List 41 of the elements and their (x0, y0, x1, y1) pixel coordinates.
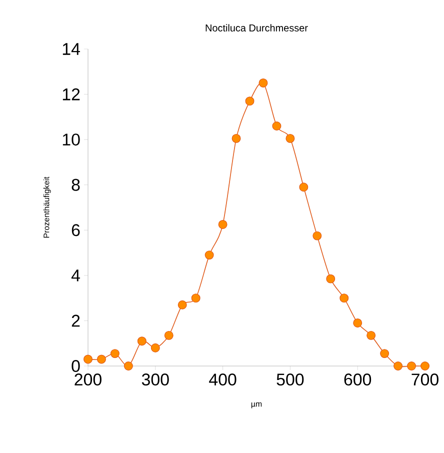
point (272, 122, 282, 130)
point (299, 182, 308, 192)
point (124, 362, 133, 370)
point (137, 336, 146, 346)
point (204, 250, 214, 260)
point (96, 354, 106, 364)
point (84, 354, 92, 364)
y-tick-label: 14 (62, 43, 80, 55)
point (150, 343, 160, 352)
y-tick-label: 0 (72, 360, 80, 372)
x-tick-label: 700 (412, 374, 438, 386)
point (407, 362, 416, 370)
y-tick-label: 8 (72, 178, 80, 191)
x-tick-label: 300 (142, 374, 169, 386)
point (178, 300, 187, 310)
y-tick-label: 10 (62, 134, 80, 146)
x-tick-label: 500 (276, 374, 304, 386)
point (366, 330, 376, 340)
point (245, 96, 254, 106)
y-tick-label: 4 (71, 270, 80, 282)
x-tick-label: 600 (344, 374, 372, 386)
point (394, 362, 403, 370)
point (312, 231, 322, 240)
x-tick-label: 200 (74, 374, 102, 386)
point (110, 349, 120, 358)
point (191, 294, 200, 303)
point (380, 349, 390, 358)
point (340, 294, 349, 303)
point (232, 134, 241, 143)
point (326, 274, 336, 284)
y-tick-label: 12 (62, 88, 80, 100)
point (353, 318, 362, 328)
point (258, 78, 268, 88)
chart-title: Noctiluca Durchmesser (206, 24, 308, 32)
point (420, 362, 430, 370)
y-tick-label: 6 (72, 224, 80, 236)
point (218, 220, 228, 229)
x-tick-label: 400 (209, 374, 236, 386)
y-tick-label: 2 (72, 314, 80, 327)
point (164, 330, 174, 340)
point (286, 134, 295, 143)
